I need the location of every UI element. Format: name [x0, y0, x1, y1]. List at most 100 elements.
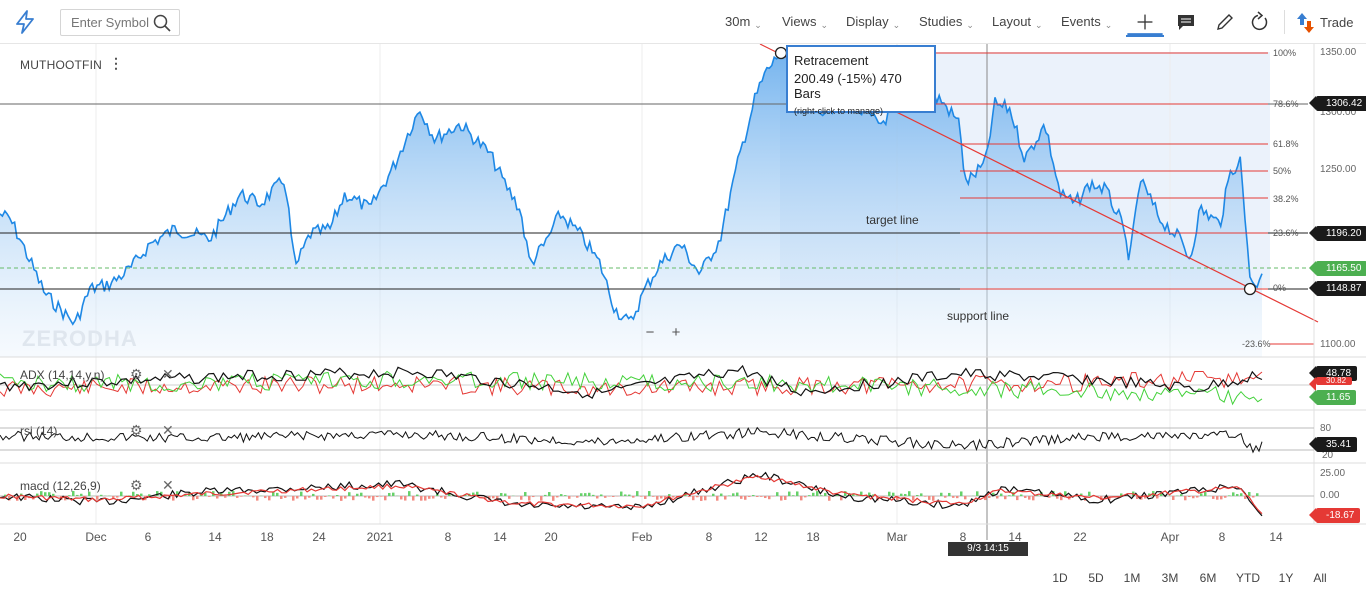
adx-settings-icon[interactable]: ⚙	[130, 366, 143, 382]
macd-histogram-bar	[504, 493, 507, 496]
macd-histogram-bar	[172, 496, 175, 501]
range-button-1y[interactable]: 1Y	[1278, 571, 1294, 585]
adx-close-icon[interactable]: ✕	[162, 366, 174, 382]
macd-histogram-bar	[768, 496, 771, 500]
macd-histogram-bar	[264, 496, 267, 499]
macd-histogram-bar	[528, 496, 531, 501]
macd-histogram-bar	[252, 496, 255, 498]
symbol-name[interactable]: MUTHOOTFIN	[20, 58, 102, 72]
interval-menu[interactable]: 30m ⌄	[725, 14, 762, 30]
reset-icon[interactable]	[1249, 11, 1271, 33]
display-menu[interactable]: Display ⌄	[846, 14, 901, 30]
events-menu[interactable]: Events ⌄	[1061, 14, 1113, 30]
fib-anchor-top[interactable]	[774, 46, 788, 60]
macd-histogram-bar	[268, 496, 271, 501]
pencil-icon[interactable]	[1214, 11, 1236, 33]
views-menu[interactable]: Views ⌄	[782, 14, 828, 30]
macd-histogram-bar	[312, 493, 315, 496]
macd-histogram-bar	[140, 493, 143, 496]
target-line-label: target line	[866, 213, 919, 227]
macd-histogram-bar	[992, 492, 995, 496]
studies-menu[interactable]: Studies ⌄	[919, 14, 974, 30]
range-button-ytd[interactable]: YTD	[1236, 571, 1260, 585]
macd-histogram-bar	[628, 494, 631, 496]
price-axis-label: 1350.00	[1320, 47, 1357, 58]
crosshair-icon[interactable]	[1126, 9, 1164, 37]
macd-histogram-bar	[740, 496, 743, 499]
macd-histogram-bar	[228, 491, 231, 496]
macd-histogram-bar	[964, 496, 967, 500]
macd-histogram-bar	[836, 495, 839, 496]
trade-arrows-icon	[1297, 13, 1314, 33]
macd-histogram-bar	[332, 496, 335, 499]
lightning-icon[interactable]	[14, 10, 36, 34]
range-button-all[interactable]: All	[1313, 571, 1327, 585]
time-axis-label: Feb	[631, 530, 653, 544]
macd-histogram-bar	[1080, 493, 1083, 496]
macd-histogram-bar	[816, 491, 819, 496]
macd-level-label: 0.00	[1320, 490, 1340, 501]
range-button-5d[interactable]: 5D	[1088, 571, 1104, 585]
range-button-6m[interactable]: 6M	[1199, 571, 1217, 585]
macd-histogram-bar	[908, 491, 911, 496]
macd-histogram-bar	[420, 496, 423, 501]
macd-histogram-bar	[136, 494, 139, 496]
fib-anchor-bottom[interactable]	[1243, 282, 1257, 296]
macd-histogram-bar	[1144, 496, 1147, 499]
price-line	[0, 52, 1263, 326]
macd-histogram-bar	[356, 493, 359, 496]
macd-histogram-bar	[96, 496, 99, 500]
macd-histogram-bar	[1236, 494, 1239, 496]
rsi-value-tag: 35.41	[1308, 437, 1358, 452]
adx-label: ADX (14,14,y,n)	[20, 368, 105, 382]
macd-histogram-bar	[52, 493, 55, 496]
retracement-tooltip[interactable]: Retracement 200.49 (-15%) 470 Bars (righ…	[786, 45, 936, 116]
macd-histogram-bar	[716, 496, 719, 501]
macd-histogram-bar	[164, 496, 167, 498]
macd-histogram-bar	[292, 496, 295, 501]
macd-histogram-bar	[192, 496, 195, 501]
macd-settings-icon[interactable]: ⚙	[130, 477, 143, 493]
macd-histogram-bar	[1040, 491, 1043, 496]
price-tag-support: 1148.87	[1308, 281, 1366, 296]
macd-histogram-bar	[340, 496, 343, 501]
zoom-out-button[interactable]: −	[645, 324, 655, 341]
time-axis-label: 8	[705, 530, 713, 544]
macd-histogram-bar	[656, 496, 659, 500]
range-button-1m[interactable]: 1M	[1123, 571, 1141, 585]
symbol-search[interactable]	[60, 9, 180, 36]
fib-retracement[interactable]	[780, 52, 1314, 345]
macd-histogram-bar	[360, 492, 363, 496]
macd-close-icon[interactable]: ✕	[162, 477, 174, 493]
chevron-down-icon: ⌄	[1104, 20, 1113, 30]
macd-histogram-bar	[336, 495, 339, 496]
macd-histogram-bar	[944, 496, 947, 498]
layout-menu[interactable]: Layout ⌄	[992, 14, 1043, 30]
macd-histogram-bar	[476, 491, 479, 496]
chevron-down-icon: ⌄	[892, 20, 901, 30]
chart-canvas[interactable]	[0, 44, 1366, 556]
macd-histogram-bar	[896, 496, 899, 501]
macd-histogram-bar	[984, 496, 987, 501]
macd-histogram-bar	[892, 492, 895, 496]
macd-histogram-bar	[1192, 496, 1195, 499]
macd-histogram-bar	[1188, 496, 1191, 498]
range-button-1d[interactable]: 1D	[1052, 571, 1068, 585]
adx-line	[0, 364, 1263, 399]
macd-histogram-bar	[48, 492, 51, 496]
macd-histogram-bar	[72, 491, 75, 496]
symbol-menu-icon[interactable]: ⋮	[109, 55, 123, 71]
zoom-in-button[interactable]: +	[671, 324, 681, 341]
macd-histogram-bar	[488, 496, 491, 500]
rsi-close-icon[interactable]: ✕	[162, 422, 174, 438]
macd-histogram-bar	[888, 491, 891, 496]
time-axis-label: 14	[1269, 530, 1283, 544]
range-button-3m[interactable]: 3M	[1161, 571, 1179, 585]
symbol-search-input[interactable]	[61, 10, 151, 35]
macd-histogram-bar	[900, 493, 903, 496]
time-axis-label: 12	[754, 530, 768, 544]
rsi-settings-icon[interactable]: ⚙	[130, 422, 143, 438]
comment-icon[interactable]	[1175, 11, 1197, 33]
search-icon[interactable]	[153, 14, 171, 32]
macd-histogram-bar	[1028, 496, 1031, 500]
